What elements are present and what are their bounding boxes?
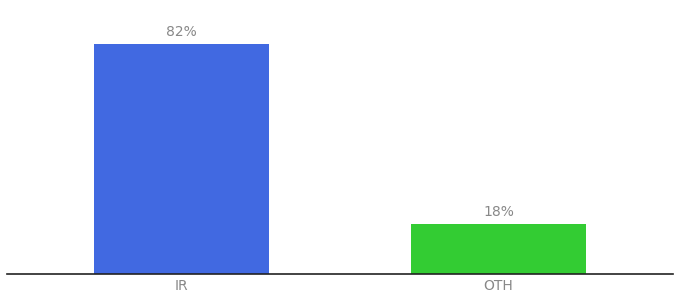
Bar [94, 44, 269, 274]
Bar [411, 224, 586, 274]
Text: 82%: 82% [166, 25, 197, 39]
Text: 18%: 18% [483, 205, 514, 219]
